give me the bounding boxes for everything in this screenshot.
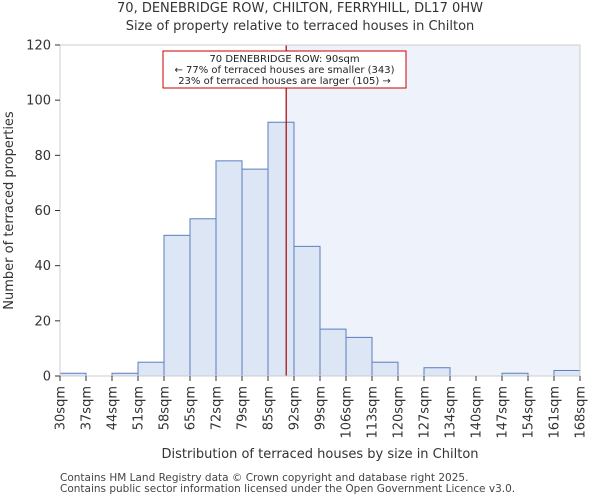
x-tick-label: 120sqm — [392, 386, 407, 439]
x-tick-label: 85sqm — [262, 386, 277, 430]
histogram-bar — [345, 336, 373, 377]
y-tick-label: 40 — [34, 259, 51, 274]
annotation-line-3: 23% of terraced houses are larger (105) … — [178, 76, 391, 87]
x-tick-label: 161sqm — [548, 386, 563, 439]
x-tick-label: 99sqm — [314, 386, 329, 430]
histogram-bar — [371, 361, 399, 377]
chart-subtitle: Size of property relative to terraced ho… — [125, 19, 475, 34]
x-tick-label: 44sqm — [106, 386, 121, 430]
x-tick-label: 147sqm — [496, 386, 511, 439]
histogram-bar — [293, 245, 321, 377]
x-tick-label: 113sqm — [366, 386, 381, 439]
histogram-bar — [553, 369, 581, 377]
annotation-line-2: ← 77% of terraced houses are smaller (34… — [174, 65, 394, 76]
y-tick-label: 80 — [34, 149, 51, 164]
histogram-bar — [319, 328, 347, 377]
annotation-box: 70 DENEBRIDGE ROW: 90sqm ← 77% of terrac… — [162, 50, 407, 89]
histogram-bar — [423, 367, 451, 377]
x-tick-label: 168sqm — [574, 386, 589, 439]
y-axis-label: Number of terraced properties — [2, 111, 17, 310]
x-tick-label: 127sqm — [418, 386, 433, 439]
y-tick-label: 60 — [34, 204, 51, 219]
larger-region-shade — [286, 45, 580, 376]
y-tick-label: 120 — [26, 39, 51, 54]
x-tick-label: 154sqm — [522, 386, 537, 439]
x-tick-label: 30sqm — [54, 386, 69, 430]
histogram-bar — [137, 361, 165, 377]
x-tick-label: 79sqm — [236, 386, 251, 430]
y-tick-label: 100 — [26, 94, 51, 109]
x-tick-label: 65sqm — [184, 386, 199, 430]
histogram-bar — [215, 160, 243, 377]
x-tick-label: 140sqm — [470, 386, 485, 439]
x-tick-label: 37sqm — [80, 386, 95, 430]
footer-licence: Contains public sector information licen… — [60, 483, 516, 495]
y-tick-label: 0 — [43, 370, 51, 385]
x-tick-label: 51sqm — [132, 386, 147, 430]
histogram-bar — [163, 234, 191, 377]
x-tick-label: 134sqm — [444, 386, 459, 439]
x-axis-label: Distribution of terraced houses by size … — [161, 447, 478, 462]
annotation-line-1: 70 DENEBRIDGE ROW: 90sqm — [209, 54, 359, 65]
x-tick-label: 106sqm — [340, 386, 355, 439]
x-tick-label: 58sqm — [158, 386, 173, 430]
histogram-bar — [267, 121, 295, 377]
y-tick-label: 20 — [34, 314, 51, 329]
histogram-bar — [189, 218, 217, 377]
x-tick-label: 72sqm — [210, 386, 225, 430]
chart-title: 70, DENEBRIDGE ROW, CHILTON, FERRYHILL, … — [117, 1, 483, 16]
x-tick-label: 92sqm — [288, 386, 303, 430]
histogram-bar — [241, 168, 269, 377]
footer-copyright: Contains HM Land Registry data © Crown c… — [60, 472, 469, 484]
